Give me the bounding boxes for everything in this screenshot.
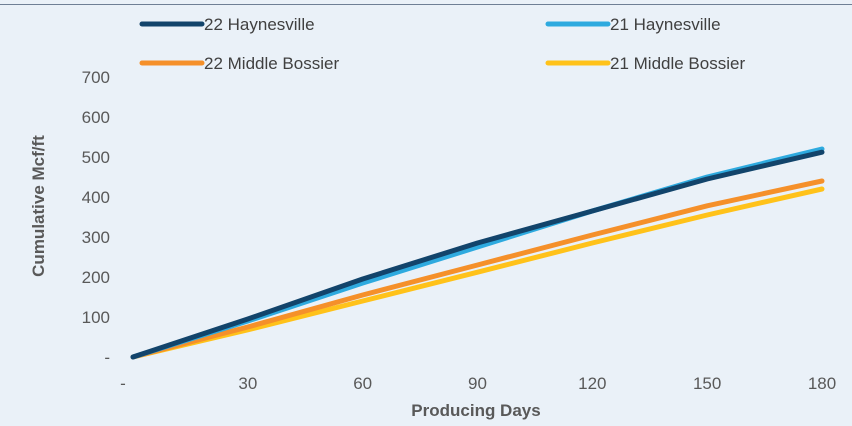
x-tick-label: 150 [693,374,721,393]
x-tick-label: 180 [808,374,836,393]
x-tick-label: 30 [238,374,257,393]
series-lines [130,146,825,360]
y-tick-label: 300 [82,228,110,247]
legend-label: 22 Middle Bossier [204,54,339,73]
y-tick-label: 700 [82,68,110,87]
series-line-1 [130,146,825,360]
y-tick-label: 100 [82,308,110,327]
y-tick-label: 200 [82,268,110,287]
y-tick-label: 400 [82,188,110,207]
x-axis-ticks: - 30 60 90 120 150 180 [120,374,836,393]
top-rule [0,4,852,5]
y-axis-title: Cumulative Mcf/ft [29,135,48,277]
x-tick-label: 90 [468,374,487,393]
x-tick-label: 120 [578,374,606,393]
legend-label: 21 Middle Bossier [610,54,745,73]
y-tick-label: 600 [82,108,110,127]
legend-label: 21 Haynesville [610,15,721,34]
x-tick-label: 60 [353,374,372,393]
series-line-0 [130,149,825,360]
series-line-3 [130,186,825,360]
y-axis-ticks: - 100 200 300 400 500 600 700 [82,68,110,367]
legend: 22 Haynesville 21 Haynesville 22 Middle Bo… [139,15,745,73]
legend-label: 22 Haynesville [204,15,315,34]
y-tick-label: 500 [82,148,110,167]
x-axis-title: Producing Days [411,401,540,420]
x-tick-label: - [120,374,126,393]
series-line-2 [130,178,825,360]
y-tick-label: - [104,348,110,367]
